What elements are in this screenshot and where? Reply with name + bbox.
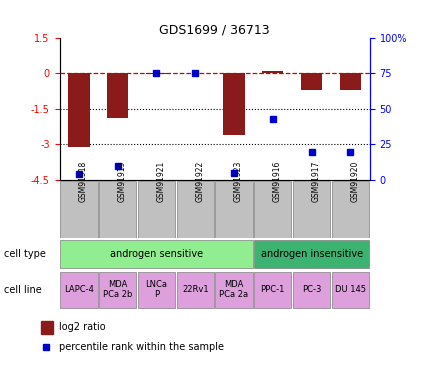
Bar bbox=[254, 181, 292, 237]
Bar bbox=[138, 272, 175, 308]
Text: MDA
PCa 2a: MDA PCa 2a bbox=[219, 280, 249, 299]
Bar bbox=[293, 181, 330, 237]
Text: GSM91916: GSM91916 bbox=[273, 161, 282, 202]
Bar bbox=[254, 272, 292, 308]
Text: PPC-1: PPC-1 bbox=[261, 285, 285, 294]
Text: DU 145: DU 145 bbox=[335, 285, 366, 294]
Bar bbox=[146, 73, 167, 74]
Text: MDA
PCa 2b: MDA PCa 2b bbox=[103, 280, 132, 299]
Text: GSM91920: GSM91920 bbox=[350, 161, 360, 202]
Text: GSM91918: GSM91918 bbox=[79, 161, 88, 202]
Title: GDS1699 / 36713: GDS1699 / 36713 bbox=[159, 23, 270, 36]
Bar bbox=[60, 181, 97, 237]
Text: GSM91919: GSM91919 bbox=[118, 161, 127, 202]
Bar bbox=[107, 73, 128, 118]
Text: PC-3: PC-3 bbox=[302, 285, 321, 294]
Bar bbox=[138, 181, 175, 237]
Bar bbox=[177, 181, 214, 237]
Bar bbox=[332, 272, 369, 308]
Bar bbox=[224, 73, 245, 135]
Text: cell type: cell type bbox=[4, 249, 46, 259]
Bar bbox=[332, 181, 369, 237]
Bar bbox=[254, 240, 369, 268]
Bar bbox=[68, 73, 90, 147]
Bar bbox=[60, 240, 253, 268]
Bar bbox=[293, 272, 330, 308]
Bar bbox=[215, 181, 252, 237]
Text: androgen insensitive: androgen insensitive bbox=[261, 249, 363, 259]
Bar bbox=[262, 71, 283, 73]
Bar bbox=[215, 272, 252, 308]
Bar bbox=[340, 73, 361, 90]
Bar bbox=[99, 181, 136, 237]
Bar bbox=[60, 272, 97, 308]
Text: cell line: cell line bbox=[4, 285, 42, 295]
Text: androgen sensitive: androgen sensitive bbox=[110, 249, 203, 259]
Bar bbox=[41, 321, 53, 334]
Text: 22Rv1: 22Rv1 bbox=[182, 285, 209, 294]
Text: LAPC-4: LAPC-4 bbox=[64, 285, 94, 294]
Text: GSM91922: GSM91922 bbox=[195, 161, 204, 202]
Text: GSM91917: GSM91917 bbox=[312, 161, 320, 202]
Bar bbox=[177, 272, 214, 308]
Text: GSM91923: GSM91923 bbox=[234, 161, 243, 202]
Text: GSM91921: GSM91921 bbox=[156, 161, 165, 202]
Text: log2 ratio: log2 ratio bbox=[59, 322, 106, 332]
Bar bbox=[99, 272, 136, 308]
Bar bbox=[301, 73, 322, 90]
Text: LNCa
P: LNCa P bbox=[145, 280, 167, 299]
Text: percentile rank within the sample: percentile rank within the sample bbox=[59, 342, 224, 352]
